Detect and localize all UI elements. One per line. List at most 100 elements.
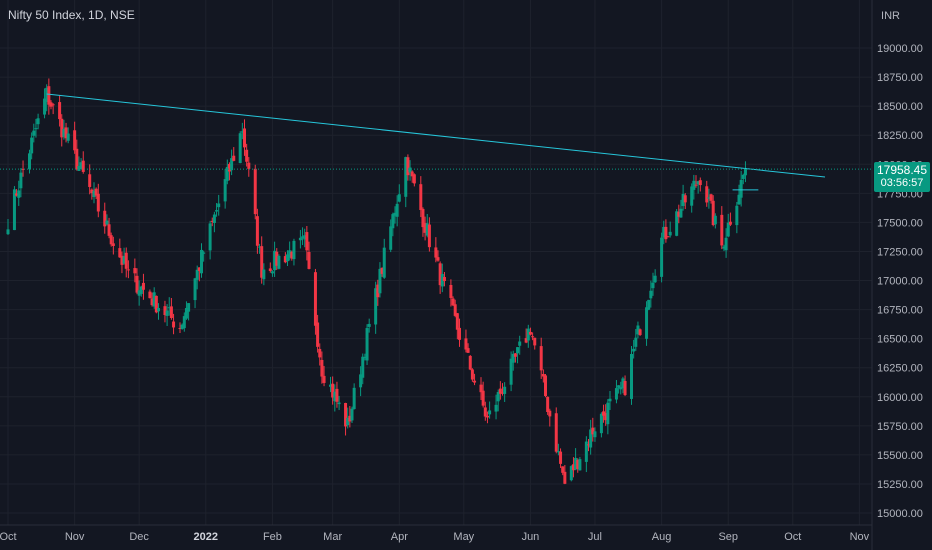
candle-body [107, 224, 111, 236]
candle-body [49, 102, 53, 107]
candle-body [305, 232, 309, 251]
candle-body [440, 273, 444, 287]
candle-body [167, 307, 171, 309]
bar-countdown: 03:56:57 [880, 177, 924, 189]
candle-body [470, 369, 474, 380]
candle-body [318, 348, 322, 358]
candle-body [630, 353, 633, 399]
candle-body [135, 275, 139, 293]
candle-body [15, 193, 19, 196]
candle-body [466, 348, 470, 353]
candle-body [722, 246, 726, 249]
candle-body [122, 256, 126, 264]
candle-body [410, 171, 414, 177]
candle-body [574, 457, 578, 470]
candle-body [223, 179, 227, 202]
symbol-title[interactable]: Nifty 50 Index, 1D, NSE [8, 8, 135, 22]
time-tick-label: Feb [263, 531, 282, 543]
candle-body [193, 278, 197, 301]
candle-body [528, 331, 532, 335]
candle-body [292, 240, 296, 260]
last-price-value: 17958.45 [876, 163, 928, 177]
candle-body [232, 155, 236, 161]
candle-body [202, 252, 206, 254]
candle-body [120, 255, 124, 265]
candle-body [636, 325, 640, 335]
candle-body [313, 272, 317, 326]
candle-body [197, 267, 201, 271]
candle-body [483, 407, 487, 417]
candle-body [124, 252, 128, 269]
candle-body [473, 380, 477, 383]
candle-body [243, 128, 246, 148]
candle-body [711, 200, 715, 225]
candle-body [623, 380, 627, 396]
candle-body [208, 223, 212, 251]
candle-body [449, 284, 453, 298]
candle-body [215, 210, 219, 212]
time-axis[interactable]: Oct Nov Dec 2022 Feb Mar Apr May Jun Jul Aug Sep Oct… [0, 524, 872, 543]
candle-body [337, 402, 341, 405]
price-axis[interactable]: 19000.0018750.0018500.0018250.0018000.00… [871, 0, 923, 550]
candle-body [421, 208, 425, 228]
candle-body [419, 184, 423, 211]
candle-body [380, 267, 384, 274]
candle-body [498, 388, 502, 394]
candle-body [230, 158, 234, 171]
candle-body [539, 346, 543, 371]
candle-body [531, 336, 535, 338]
candle-body [260, 246, 264, 278]
time-tick-label: Jul [588, 531, 602, 543]
candle-body [331, 383, 335, 398]
candle-body [737, 194, 741, 205]
time-tick-label: Sep [718, 531, 738, 543]
candle-body [660, 237, 664, 277]
candle-body [12, 189, 16, 231]
candle-body [200, 249, 203, 274]
candle-body [19, 172, 23, 189]
candle-body [681, 193, 685, 207]
candle-body [47, 86, 51, 105]
candle-body [728, 221, 732, 225]
candle-body [148, 291, 152, 299]
candle-body [111, 243, 115, 246]
candle-body [184, 308, 188, 319]
candle-body [133, 268, 137, 274]
candle-body [479, 384, 483, 393]
currency-label: INR [881, 10, 900, 22]
time-tick-label: May [453, 531, 474, 543]
candle-body [79, 162, 83, 170]
candle-body [513, 353, 517, 357]
candle-body [393, 212, 397, 216]
candle-body [43, 98, 47, 115]
candle-body [290, 251, 294, 259]
candle-body [554, 413, 558, 452]
candle-body [28, 153, 31, 170]
price-tick-label: 18750.00 [877, 72, 923, 84]
candle-body [363, 356, 367, 358]
candle-body [283, 256, 287, 263]
candle-body [58, 102, 62, 120]
candle-body [468, 355, 472, 370]
candle-body [165, 310, 169, 316]
candle-body [638, 329, 642, 335]
candle-body [270, 271, 274, 274]
candle-body [307, 252, 311, 269]
candle-body [275, 251, 279, 266]
candle-body [81, 160, 85, 172]
candle-body [94, 188, 98, 196]
price-tick-label: 17250.00 [877, 246, 923, 258]
candle-body [268, 268, 272, 272]
candle-body [608, 398, 612, 402]
candle-body [427, 224, 431, 248]
candle-body [395, 203, 399, 217]
candle-body [273, 250, 277, 271]
candle-body [541, 374, 545, 377]
candle-body [298, 237, 302, 241]
price-tick-label: 16500.00 [877, 334, 923, 346]
candle-body [163, 306, 167, 316]
time-tick-label: Oct [0, 531, 17, 543]
candle-body [724, 237, 728, 251]
candle-body [397, 194, 401, 202]
